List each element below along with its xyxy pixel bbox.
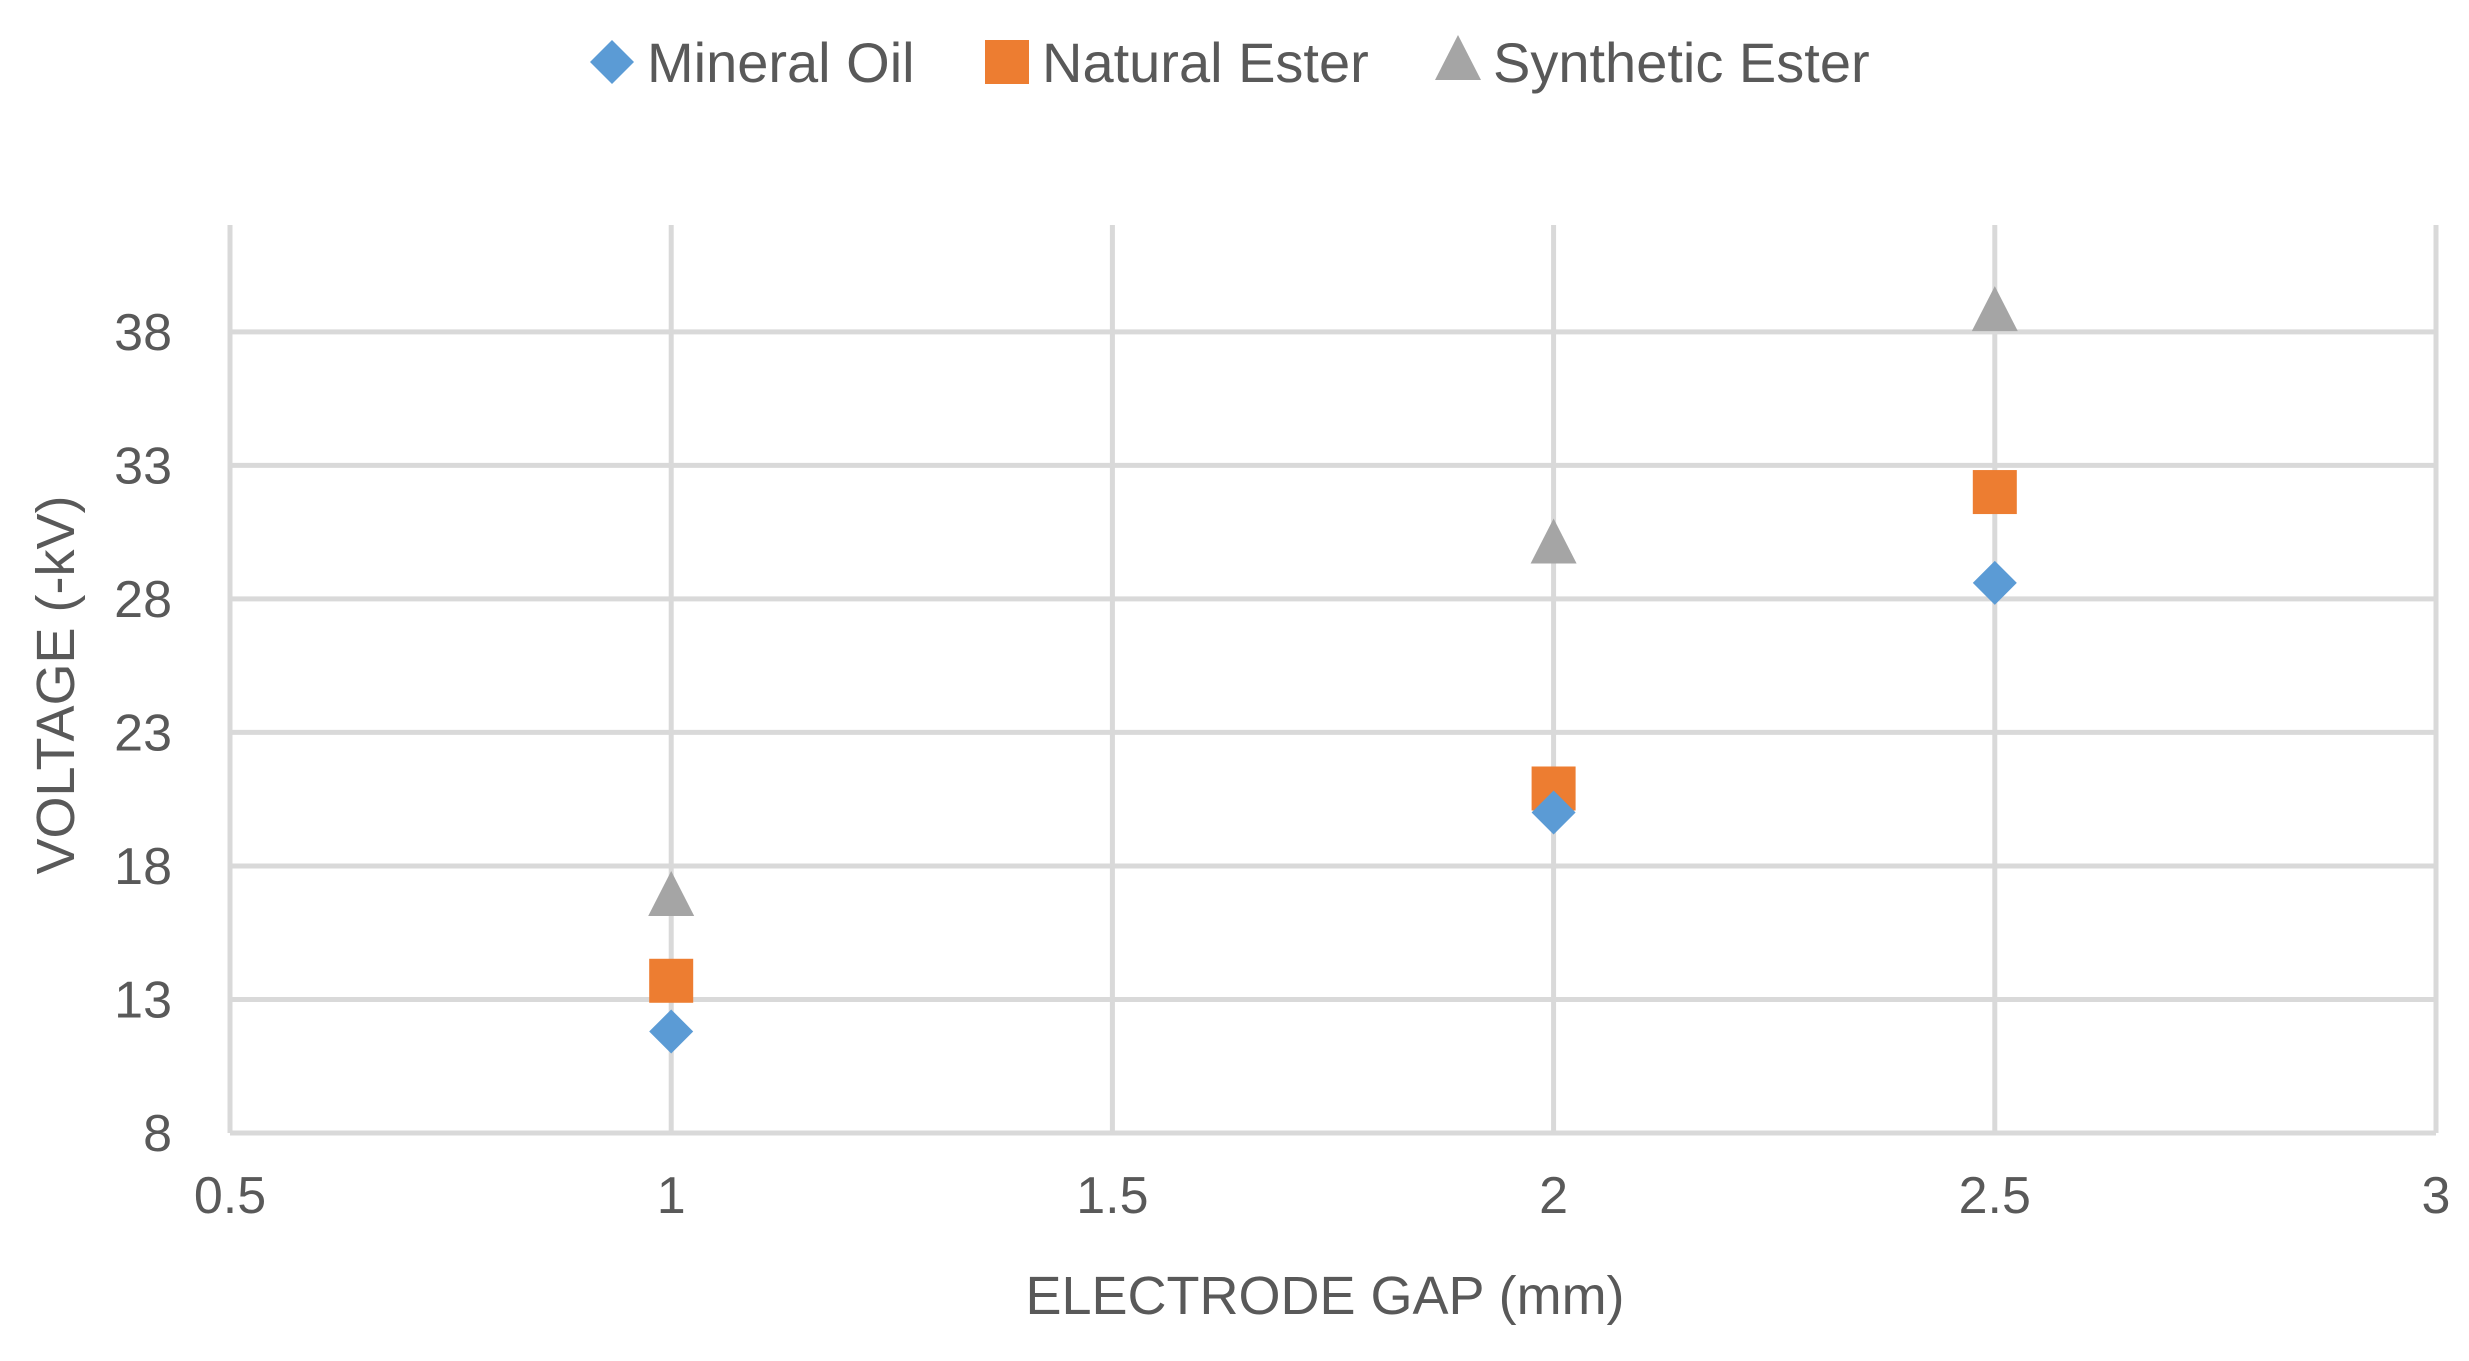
legend: Mineral Oil Natural Ester Synthetic Ester [590,31,1870,94]
legend-mineral-oil-label: Mineral Oil [647,31,915,94]
legend-synthetic-ester-label: Synthetic Ester [1493,31,1870,94]
x-tick-label: 1 [657,1167,686,1225]
synthetic-ester-point [648,870,695,916]
y-tick-label: 18 [114,838,172,896]
legend-natural-ester-label: Natural Ester [1042,31,1369,94]
x-tick-label: 3 [2422,1167,2451,1225]
mineral-oil-point [1972,560,2017,605]
y-axis-title: VOLTAGE (-kV) [26,495,86,874]
y-tick-label: 8 [143,1105,172,1163]
legend-natural-ester-marker [985,40,1029,84]
mineral-oil-point [649,1009,694,1054]
mineral-oil-point [1531,790,1576,835]
data-points [648,286,2018,1054]
y-tick-label: 38 [114,304,172,362]
legend-synthetic-ester-marker [1435,35,1481,80]
synthetic-ester-point [1530,518,1577,564]
grid [227,225,2439,1136]
y-tick-label: 33 [114,437,172,495]
synthetic-ester-point [1971,286,2018,332]
legend-mineral-oil-marker [590,40,634,84]
natural-ester-point [649,958,694,1003]
y-tick-label: 13 [114,971,172,1029]
y-tick-label: 23 [114,704,172,762]
x-tick-label: 1.5 [1076,1167,1148,1225]
x-tick-label: 2 [1539,1167,1568,1225]
natural-ester-point [1972,470,2017,515]
y-tick-label: 28 [114,571,172,629]
x-tick-label: 2.5 [1959,1167,2031,1225]
x-tick-label: 0.5 [194,1167,266,1225]
x-axis-title: ELECTRODE GAP (mm) [1025,1266,1624,1326]
